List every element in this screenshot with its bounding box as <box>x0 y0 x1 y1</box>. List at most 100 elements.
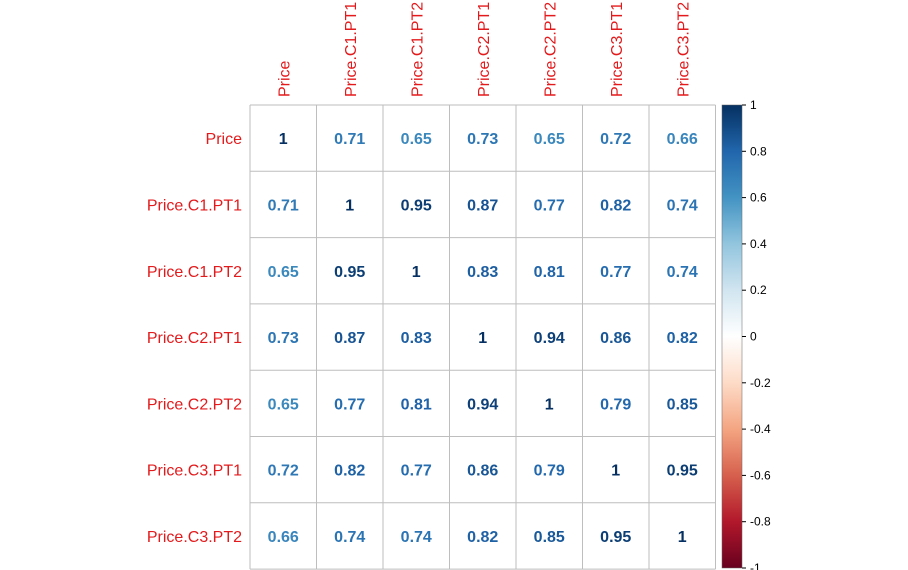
cell-value: 0.77 <box>401 463 432 480</box>
column-label: Price.C3.PT1 <box>609 2 626 97</box>
row-label: Price.C1.PT1 <box>147 197 242 214</box>
cell-value: 1 <box>412 264 421 281</box>
row-label: Price.C2.PT1 <box>147 330 242 347</box>
heatmap-cell <box>449 436 516 503</box>
cell-value: 0.66 <box>268 529 299 546</box>
heatmap-cell <box>649 303 716 371</box>
column-label: Price <box>276 60 293 97</box>
cell-value: 0.85 <box>667 396 698 413</box>
column-label: Price.C2.PT1 <box>476 2 493 97</box>
heatmap-cell <box>649 370 716 437</box>
heatmap-cell <box>383 502 450 570</box>
heatmap-cell <box>449 502 516 570</box>
cell-value: 1 <box>678 529 687 546</box>
heatmap-cell <box>582 303 649 371</box>
heatmap-cell <box>250 303 317 371</box>
column-labels: Price Price.C1.PT1 Price.C1.PT2 Price.C2.PT… <box>276 2 692 97</box>
heatmap-cell <box>516 171 583 238</box>
row-label: Price.C1.PT2 <box>147 264 242 281</box>
cell-value: 0.95 <box>667 463 698 480</box>
legend-tick-label: -0.4 <box>750 422 771 436</box>
cell-value: 0.82 <box>667 330 698 347</box>
heatmap-cell <box>516 237 583 304</box>
heatmap-cell <box>383 303 450 371</box>
legend-tick-label: 0.2 <box>750 283 767 297</box>
heatmap-cell <box>516 436 583 503</box>
heatmap-cell <box>383 171 450 238</box>
cell-value: 0.77 <box>534 197 565 214</box>
heatmap-cell <box>649 171 716 238</box>
heatmap-cell <box>250 370 317 437</box>
heatmap-cell <box>582 237 649 304</box>
cell-value: 0.94 <box>534 330 565 347</box>
heatmap-cell <box>383 105 450 172</box>
cell-value: 0.66 <box>667 131 698 148</box>
cell-value: 1 <box>345 197 354 214</box>
heatmap-cell <box>582 436 649 503</box>
cells-layer <box>250 105 716 570</box>
legend-tick-label: 0.8 <box>750 144 767 158</box>
heatmap-cell <box>649 436 716 503</box>
cell-value: 0.85 <box>534 529 565 546</box>
column-label: Price.C3.PT2 <box>675 2 692 97</box>
legend-tick-label: -0.8 <box>750 515 771 529</box>
cell-value: 0.87 <box>334 330 365 347</box>
cell-value: 0.77 <box>600 264 631 281</box>
heatmap-cell <box>582 370 649 437</box>
row-label: Price <box>206 131 243 148</box>
heatmap-cell <box>516 370 583 437</box>
legend-tick-label: -1 <box>750 561 761 570</box>
cell-value: 0.79 <box>600 396 631 413</box>
legend-tick-label: 1 <box>750 98 757 112</box>
heatmap-cell <box>250 171 317 238</box>
cell-value: 0.82 <box>334 463 365 480</box>
cell-value: 1 <box>279 131 288 148</box>
cell-value: 0.65 <box>268 264 299 281</box>
heatmap-cell <box>383 237 450 304</box>
cell-value: 0.71 <box>334 131 365 148</box>
heatmap-cell <box>383 436 450 503</box>
cell-value: 0.95 <box>600 529 631 546</box>
cell-value: 0.95 <box>401 197 432 214</box>
legend-tick-label: 0.4 <box>750 237 767 251</box>
cell-value: 0.73 <box>467 131 498 148</box>
legend-ticks: 1 0.8 0.6 0.4 0.2 0 -0.2 -0.4 -0.6 -0.8 -1 <box>742 98 771 570</box>
heatmap-cell <box>316 502 383 570</box>
heatmap-cell <box>582 171 649 238</box>
cell-value: 0.83 <box>401 330 432 347</box>
heatmap-cell <box>516 502 583 570</box>
cell-value: 1 <box>545 396 554 413</box>
cell-value: 0.79 <box>534 463 565 480</box>
legend-tick-label: 0 <box>750 330 757 344</box>
legend-color-bar <box>721 104 743 569</box>
cell-value: 1 <box>611 463 620 480</box>
color-legend: 1 0.8 0.6 0.4 0.2 0 -0.2 -0.4 -0.6 -0.8 -1 <box>721 98 771 570</box>
cell-value: 0.95 <box>334 264 365 281</box>
row-label: Price.C3.PT1 <box>147 463 242 480</box>
cell-value: 0.83 <box>467 264 498 281</box>
row-label: Price.C3.PT2 <box>147 529 242 546</box>
cell-value: 1 <box>478 330 487 347</box>
cell-value: 0.87 <box>467 197 498 214</box>
cell-value: 0.82 <box>467 529 498 546</box>
heatmap-cell <box>649 502 716 570</box>
heatmap-cell <box>250 237 317 304</box>
cell-value: 0.72 <box>600 131 631 148</box>
heatmap-cell <box>250 436 317 503</box>
heatmap-cell <box>383 370 450 437</box>
heatmap-cell <box>516 303 583 371</box>
cell-value: 0.73 <box>268 330 299 347</box>
cell-value: 0.94 <box>467 396 498 413</box>
cell-value: 0.81 <box>534 264 565 281</box>
heatmap-cell <box>316 370 383 437</box>
cell-value: 0.72 <box>268 463 299 480</box>
cell-value: 0.74 <box>401 529 432 546</box>
cell-value: 0.74 <box>667 197 698 214</box>
heatmap-cell <box>516 105 583 172</box>
cell-value: 0.86 <box>467 463 498 480</box>
heatmap-cell <box>449 303 516 371</box>
legend-tick-label: -0.6 <box>750 468 771 482</box>
row-labels: Price Price.C1.PT1 Price.C1.PT2 Price.C2.PT… <box>147 131 242 546</box>
legend-tick-label: -0.2 <box>750 376 771 390</box>
